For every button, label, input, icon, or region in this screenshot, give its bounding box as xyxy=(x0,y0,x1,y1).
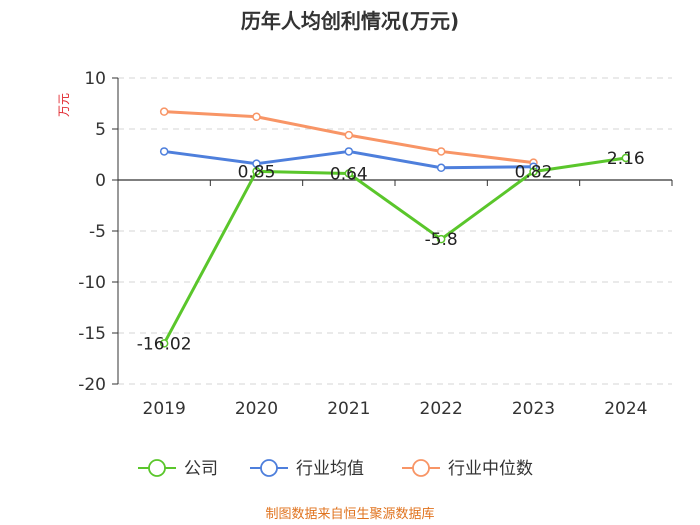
x-tick-label: 2024 xyxy=(604,399,647,419)
y-axis-label: 万元 xyxy=(57,93,71,117)
y-tick-labels: 10 5 0 -5 -10 -15 -20 xyxy=(78,69,106,395)
y-tick-label: 10 xyxy=(84,69,106,89)
legend-item-2[interactable]: 行业中位数 xyxy=(402,459,533,479)
legend-label: 公司 xyxy=(184,459,218,479)
data-labels: -16.02 0.85 0.64 -5.8 0.82 2.16 xyxy=(137,149,645,354)
plot-area xyxy=(159,107,631,348)
x-tick-label: 2021 xyxy=(327,399,370,419)
data-point xyxy=(436,147,446,156)
data-point xyxy=(159,107,169,116)
legend-label: 行业中位数 xyxy=(448,459,533,479)
legend-marker xyxy=(412,459,430,477)
data-point xyxy=(159,339,169,348)
data-point xyxy=(529,167,538,176)
y-tick-label: -15 xyxy=(78,324,106,344)
data-label: 0.64 xyxy=(330,164,368,184)
data-point xyxy=(436,163,446,173)
x-tick-label: 2020 xyxy=(235,399,278,419)
y-tick-label: -20 xyxy=(78,375,106,395)
x-tick-label: 2023 xyxy=(512,399,555,419)
data-point xyxy=(436,234,446,244)
x-tick-label: 2019 xyxy=(143,399,186,419)
legend-item-0[interactable]: 公司 xyxy=(138,459,218,479)
legend-marker xyxy=(260,459,278,477)
data-label: 2.16 xyxy=(607,149,645,169)
data-label: -5.8 xyxy=(425,230,458,250)
data-point xyxy=(252,112,261,122)
data-label: 0.82 xyxy=(515,163,553,183)
data-point xyxy=(344,147,354,156)
x-tick-labels: 2019 2020 2021 2022 2023 2024 xyxy=(143,399,648,419)
series-line-0 xyxy=(162,156,627,345)
legend-label: 行业均值 xyxy=(296,459,364,479)
legend-marker xyxy=(148,459,166,477)
y-tick-label: -5 xyxy=(89,222,106,242)
data-label: 0.85 xyxy=(238,162,276,182)
data-point xyxy=(344,130,354,140)
chart-title: 历年人均创利情况(万元) xyxy=(241,9,459,33)
data-label: -16.02 xyxy=(137,334,192,354)
data-point xyxy=(344,169,354,178)
data-point xyxy=(252,167,261,176)
source-note: 制图数据来自恒生聚源数据库 xyxy=(265,506,434,522)
grid-lines xyxy=(118,77,672,385)
legend-item-1[interactable]: 行业均值 xyxy=(250,459,364,479)
data-point xyxy=(159,147,169,156)
axes xyxy=(112,77,673,385)
x-tick-label: 2022 xyxy=(420,399,463,419)
y-tick-label: -10 xyxy=(78,273,106,293)
data-point xyxy=(621,153,631,163)
y-tick-label: 0 xyxy=(95,171,106,191)
legend[interactable]: 公司 行业均值 行业中位数 xyxy=(138,459,533,479)
y-tick-label: 5 xyxy=(95,120,106,140)
